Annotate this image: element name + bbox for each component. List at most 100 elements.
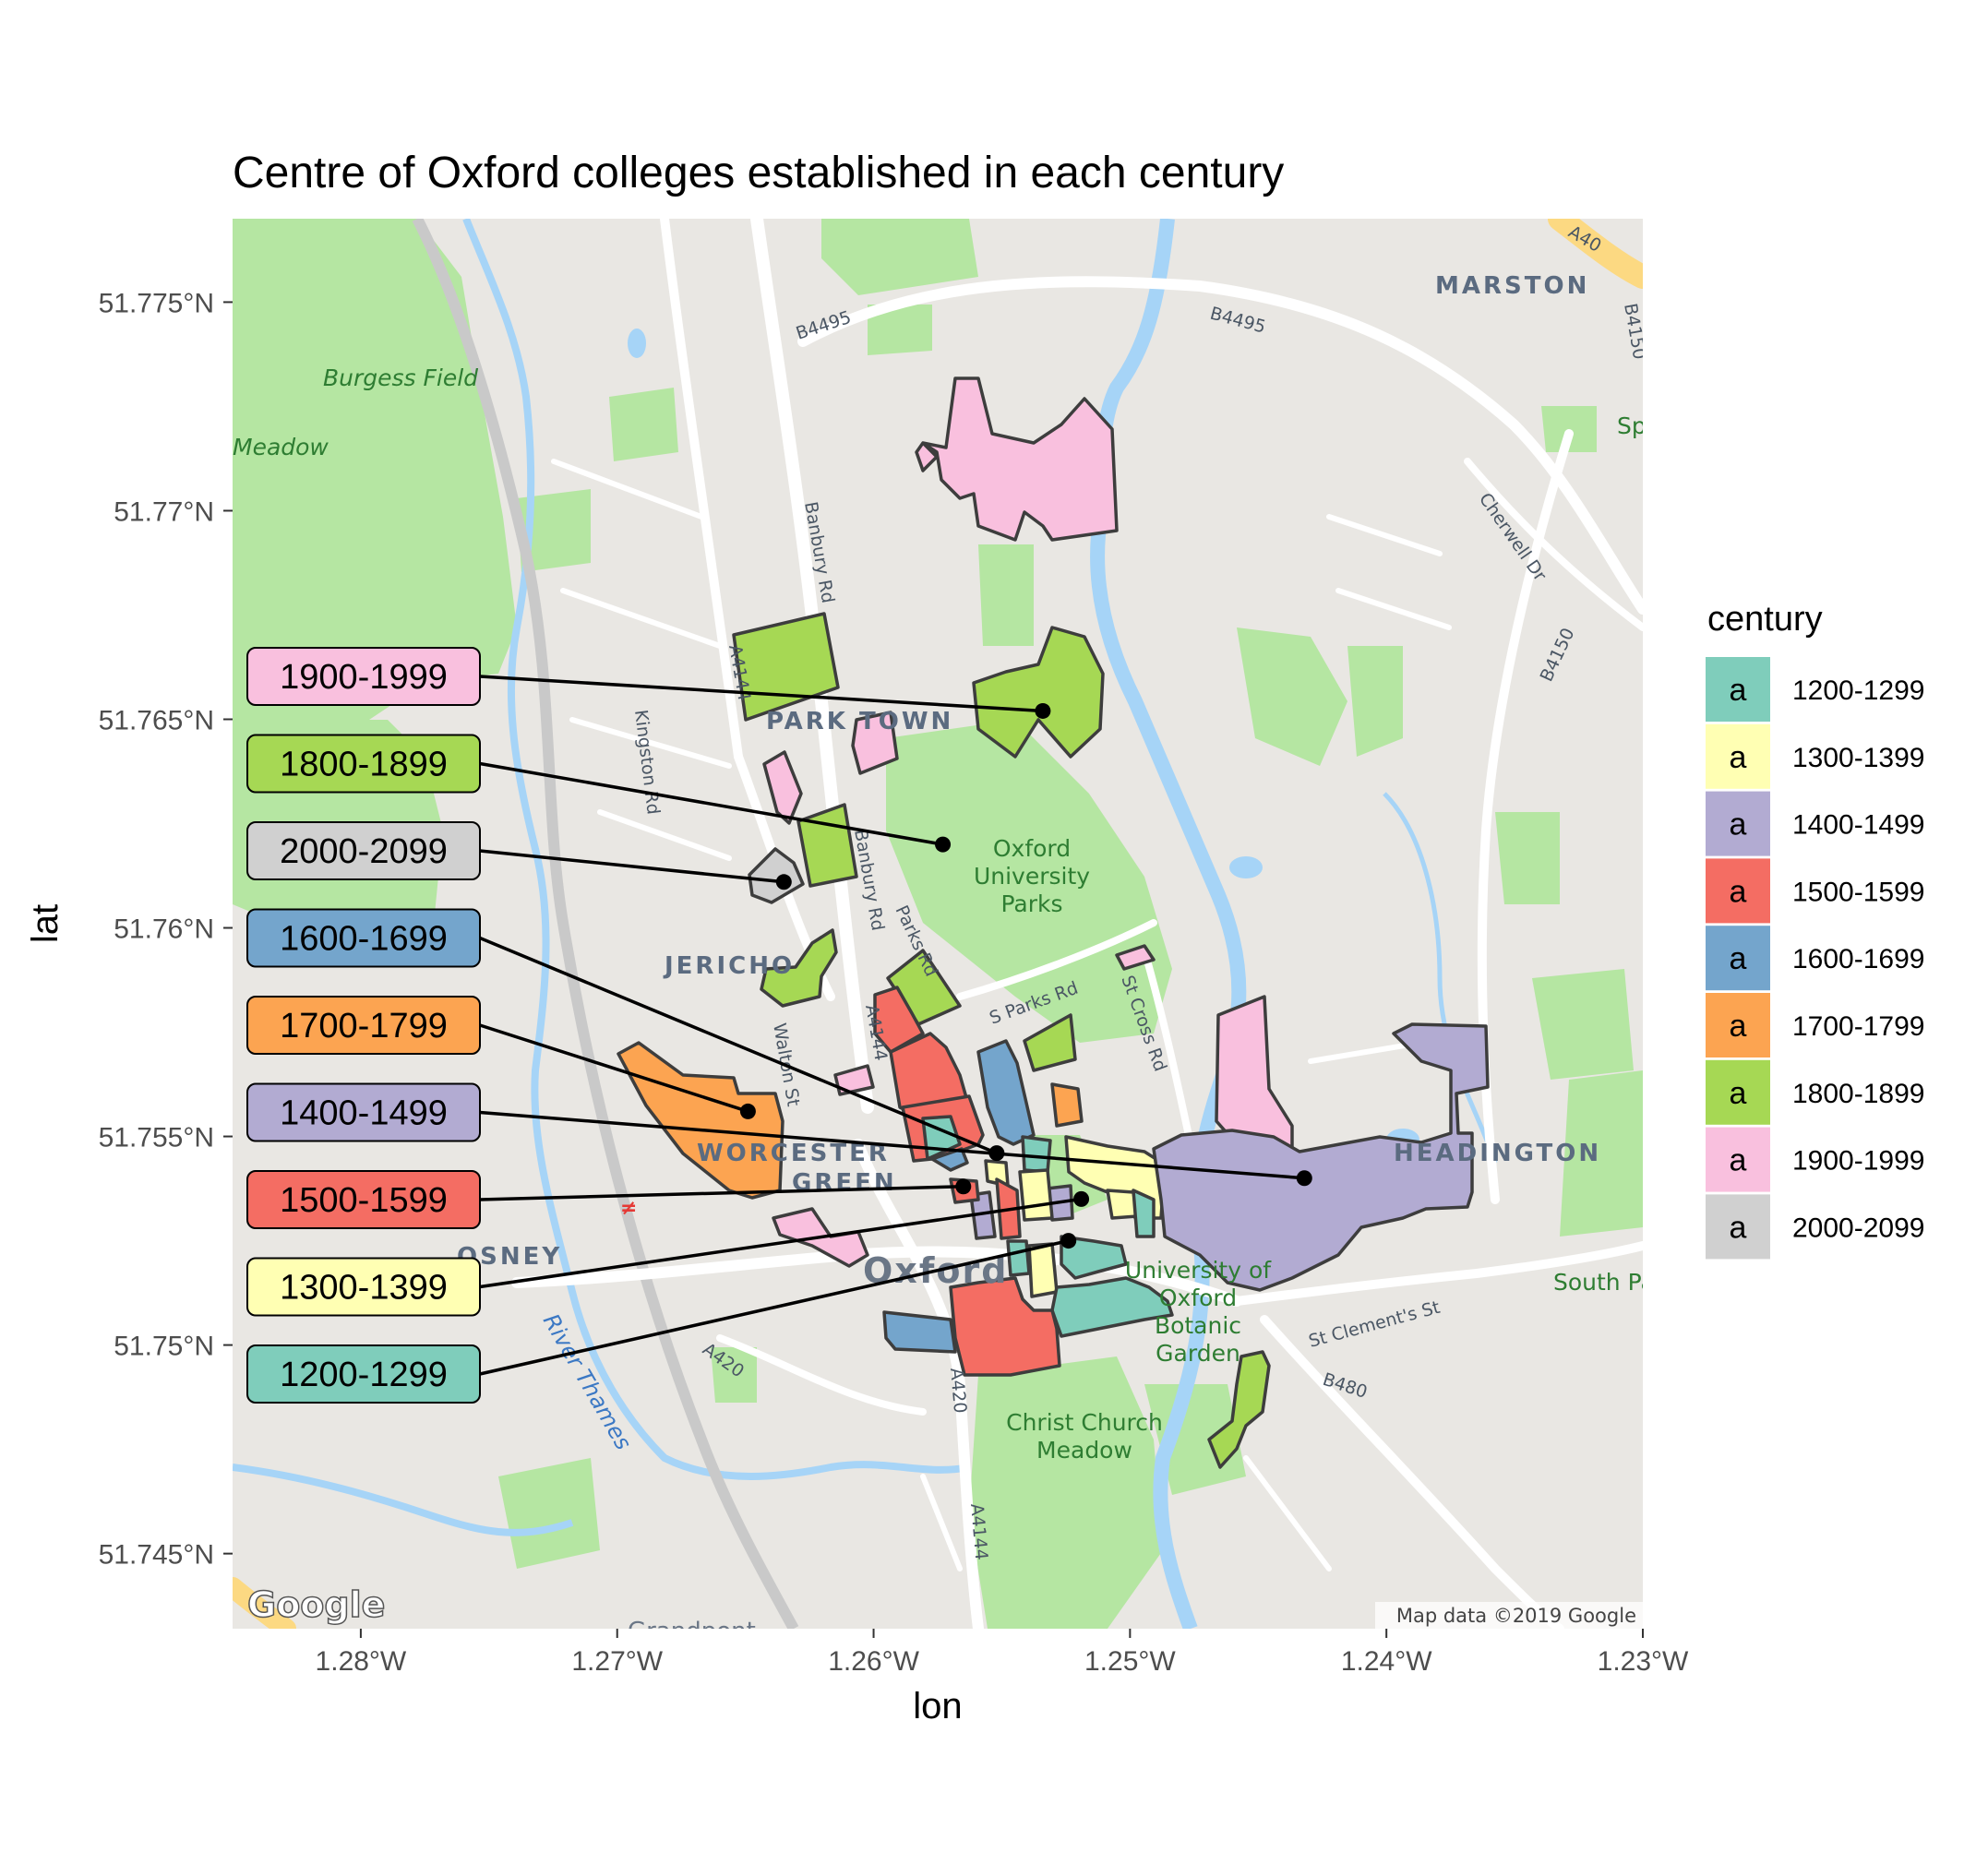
- place-jericho: JERICHO: [663, 952, 795, 980]
- stream-east: [1383, 792, 1498, 1164]
- legend-key: [1706, 1194, 1770, 1260]
- centre-point: [739, 1103, 756, 1119]
- leader-line: [479, 761, 943, 846]
- place-labels: MARSTON PARK TOWN JERICHO WORCESTER GREE…: [233, 272, 1660, 1645]
- college-1400s-magdalen: [1152, 1022, 1490, 1292]
- place-green: GREEN: [792, 1169, 897, 1197]
- place-grandpont: Grandpont: [628, 1618, 756, 1645]
- century-label: 2000-2099: [280, 832, 448, 871]
- east-park-d: [1541, 406, 1597, 452]
- leader-line: [479, 1023, 748, 1114]
- st-aldates: [853, 1139, 984, 1629]
- x-axis: 1.28°W 1.27°W 1.26°W 1.25°W 1.24°W 1.23°W: [316, 1629, 1689, 1677]
- woodstock-road: [660, 219, 743, 761]
- svg-text:Christ Church: Christ Church: [1006, 1409, 1163, 1436]
- legend-key: [1706, 657, 1770, 722]
- century-label: 1700-1799: [280, 1007, 448, 1046]
- legend-label: 1700-1799: [1792, 1011, 1924, 1042]
- centre-point: [935, 836, 952, 853]
- leader-line: [479, 1185, 964, 1201]
- legend-label: 1900-1999: [1792, 1146, 1924, 1177]
- legend-key: [1706, 926, 1770, 991]
- svg-text:A420: A420: [946, 1368, 970, 1415]
- place-marston: MARSTON: [1435, 272, 1589, 300]
- century-label-box: [246, 734, 481, 794]
- chart-title: Centre of Oxford colleges established in…: [233, 149, 1284, 197]
- century-label-box: [246, 996, 481, 1055]
- college-1900s-north: [915, 376, 1119, 542]
- south-park: [1560, 1070, 1643, 1237]
- svg-text:Meadow: Meadow: [1036, 1437, 1132, 1464]
- a420: [716, 1334, 927, 1416]
- college-polygons[interactable]: [617, 376, 1490, 1469]
- century-label-box: [246, 1082, 481, 1142]
- legend-title: century: [1707, 600, 1823, 639]
- college-1800s-d: [1023, 1013, 1077, 1072]
- leader-line: [479, 849, 784, 884]
- small-park-a: [868, 305, 932, 355]
- small-park-e: [711, 1347, 757, 1403]
- legend-key-glyph: a: [1730, 1009, 1747, 1044]
- centre-point: [1073, 1190, 1090, 1207]
- small-park-f: [498, 1458, 600, 1569]
- college-1600s-b: [930, 1147, 969, 1172]
- college-2000s: [748, 847, 805, 904]
- x-tick-label: 1.28°W: [316, 1646, 407, 1677]
- legend-key: [1706, 1127, 1770, 1192]
- century-label-box: [246, 908, 481, 968]
- century-label: 1500-1599: [280, 1181, 448, 1220]
- east-park-b: [1347, 646, 1403, 757]
- y-tick-label: 51.76°N: [114, 914, 214, 945]
- ring-road-sw: [233, 1577, 296, 1629]
- college-1600s-wadham: [976, 1039, 1036, 1146]
- legend-label: 2000-2099: [1792, 1213, 1924, 1243]
- legend-key-glyph: a: [1730, 941, 1747, 976]
- college-1800s-south: [1207, 1350, 1271, 1469]
- park-spo: Spo: [1617, 412, 1660, 439]
- svg-text:Botanic: Botanic: [1155, 1312, 1241, 1339]
- y-axis: 51.745°N 51.75°N 51.755°N 51.76°N 51.765°N 51…: [99, 288, 233, 1571]
- y-axis-title: lat: [25, 904, 66, 943]
- century-label-box: [246, 1170, 481, 1229]
- century-label-box: [246, 647, 481, 706]
- railway: [412, 219, 799, 1629]
- svg-text:Oxford: Oxford: [1159, 1285, 1237, 1311]
- park-christ-church-meadow: Christ Church Meadow: [1006, 1409, 1163, 1464]
- park-burgess-field: Burgess Field: [323, 364, 478, 391]
- botanic-garden: [1034, 1135, 1108, 1218]
- svg-text:Parks: Parks: [1000, 890, 1062, 917]
- century-label-box: [246, 821, 481, 880]
- cherwell-drive: [1464, 458, 1643, 631]
- east-park-c: [1495, 812, 1560, 904]
- east-park-a: [1237, 627, 1347, 766]
- college-1200s-c: [1132, 1189, 1156, 1238]
- headington-park: [1532, 969, 1634, 1080]
- college-1200s-b: [1021, 1135, 1052, 1174]
- legend-key-glyph: a: [1730, 1143, 1747, 1178]
- legend: century a 1200-1299 a 1300-1399 a 1400-1499 a 1…: [1706, 600, 1924, 1260]
- century-callouts: 1900-1999 1800-1899 2000-2099 1600-1699 1700…: [246, 647, 1312, 1404]
- legend-key: [1706, 723, 1770, 789]
- legend-key-glyph: a: [1730, 874, 1747, 909]
- college-1700s-b: [1050, 1082, 1084, 1128]
- century-label-box: [246, 1344, 481, 1404]
- centre-point: [955, 1178, 972, 1195]
- b4150: [1477, 429, 1574, 1204]
- legend-label: 1800-1899: [1792, 1079, 1924, 1109]
- centre-point: [1060, 1233, 1077, 1249]
- y-tick-label: 51.75°N: [114, 1332, 214, 1362]
- park-university-parks: Oxford University Parks: [974, 835, 1090, 917]
- college-1900s-e: [1215, 995, 1294, 1160]
- college-1500s-christ-church: [949, 1276, 1061, 1377]
- christ-church-meadow: [969, 1356, 1163, 1629]
- legend-label: 1200-1299: [1792, 675, 1924, 706]
- banbury-road: [750, 219, 874, 1114]
- legend-key-glyph: a: [1730, 807, 1747, 842]
- park-meadow: Meadow: [233, 434, 329, 460]
- century-label: 1900-1999: [280, 658, 448, 697]
- leader-line: [479, 675, 1044, 713]
- legend-key: [1706, 1059, 1770, 1125]
- svg-text:Garden: Garden: [1156, 1340, 1240, 1367]
- x-tick-label: 1.24°W: [1341, 1646, 1432, 1677]
